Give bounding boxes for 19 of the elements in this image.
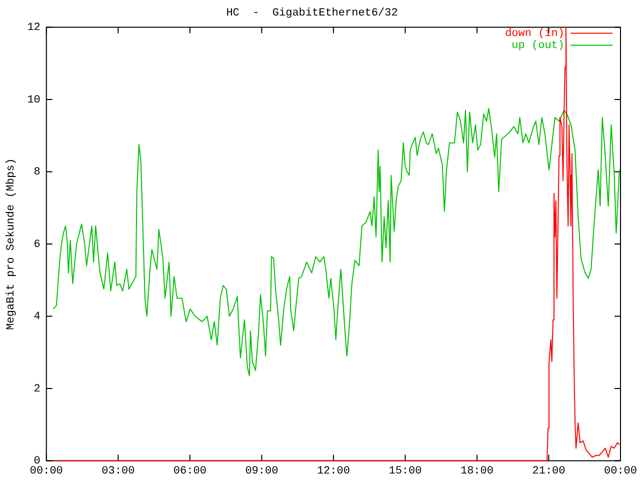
x-tick-label: 09:00	[245, 465, 278, 478]
x-tick-label: 18:00	[460, 465, 494, 478]
x-tick-label: 12:00	[316, 465, 350, 478]
x-tick-label: 15:00	[388, 465, 422, 478]
y-tick-label: 12	[27, 22, 40, 34]
y-tick-label: 2	[34, 383, 40, 396]
legend-label: up (out)	[512, 40, 564, 52]
y-axis-title: MegaBit pro Sekunde (Mbps)	[6, 158, 18, 330]
x-tick-label: 06:00	[173, 465, 206, 478]
x-tick-label: 21:00	[532, 465, 566, 478]
y-tick-label: 8	[34, 166, 40, 179]
x-tick-label: 00:00	[604, 465, 638, 478]
chart-title: HC - GigabitEthernet6/32	[226, 8, 398, 20]
y-tick-label: 6	[34, 238, 40, 251]
x-tick-label: 03:00	[102, 465, 135, 478]
x-tick-label: 00:00	[30, 465, 63, 478]
y-tick-label: 10	[27, 94, 40, 106]
y-tick-label: 4	[34, 311, 41, 324]
legend-label: down (in)	[505, 28, 564, 40]
